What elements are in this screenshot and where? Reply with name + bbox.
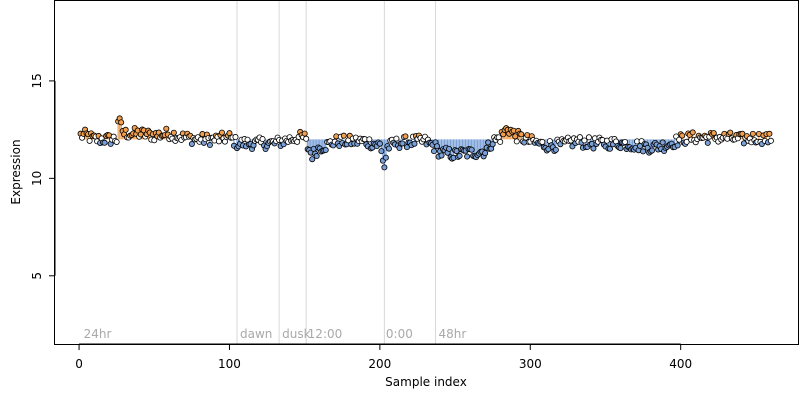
data-point [366, 136, 373, 143]
data-point [340, 132, 347, 139]
data-point [301, 130, 308, 137]
data-point [232, 134, 239, 141]
data-point [590, 145, 597, 152]
data-point [740, 140, 747, 147]
data-point [727, 129, 734, 136]
data-point [704, 139, 711, 146]
y-axis: 5 10 15 [30, 73, 56, 280]
data-point [513, 138, 520, 145]
data-point [581, 137, 588, 144]
region-label: 48hr [439, 327, 467, 341]
data-point [606, 145, 613, 152]
data-point [215, 138, 222, 145]
data-point [552, 146, 559, 153]
data-point [411, 140, 418, 147]
region-lines [236, 1, 437, 344]
data-point [313, 153, 320, 160]
data-point [163, 125, 170, 132]
data-point [294, 138, 301, 145]
data-point [434, 143, 441, 150]
y-axis-title: Expression [9, 139, 23, 204]
data-point [649, 147, 656, 154]
data-point [659, 139, 666, 146]
y-tick-label: 10 [30, 171, 44, 186]
region-label: dusk [282, 327, 310, 341]
x-axis: 0 100 200 300 400 [75, 343, 692, 371]
data-point [539, 138, 546, 145]
data-point [674, 142, 681, 149]
data-point [446, 145, 453, 152]
data-point [438, 152, 445, 159]
data-point [218, 129, 225, 136]
data-point [617, 145, 624, 152]
points-layer [77, 115, 774, 171]
data-point [113, 138, 120, 145]
data-point [710, 130, 717, 137]
data-point [640, 148, 647, 155]
data-point [689, 129, 696, 136]
region-label: dawn [240, 327, 272, 341]
data-point [393, 135, 400, 142]
data-point [385, 145, 392, 152]
data-point [86, 137, 93, 144]
data-point [151, 137, 158, 144]
region-label: 0:00 [386, 327, 413, 341]
data-point [259, 136, 266, 143]
data-point [188, 140, 195, 147]
data-point [381, 164, 388, 171]
x-tick-label: 100 [218, 357, 241, 371]
region-label: 24hr [84, 327, 112, 341]
data-point [382, 154, 389, 161]
data-point [585, 134, 592, 141]
data-point [766, 130, 773, 137]
data-point [101, 139, 108, 146]
data-point [489, 141, 496, 148]
x-tick-label: 0 [75, 357, 83, 371]
data-point [170, 129, 177, 136]
data-point [749, 130, 756, 137]
data-point [464, 153, 471, 160]
data-point [322, 147, 329, 154]
data-point [576, 134, 583, 141]
data-point [456, 152, 463, 159]
x-axis-title: Sample index [385, 375, 467, 389]
data-point [622, 138, 629, 145]
x-tick-label: 200 [368, 357, 391, 371]
data-point [378, 148, 385, 155]
data-point [468, 146, 475, 153]
y-tick-label: 15 [30, 73, 44, 88]
x-tick-label: 400 [669, 357, 692, 371]
data-point [118, 119, 125, 126]
data-point [676, 136, 683, 143]
data-point [376, 140, 383, 147]
data-point [431, 148, 438, 155]
data-point [303, 135, 310, 142]
data-point [206, 142, 213, 149]
data-point [767, 137, 774, 144]
data-point [739, 130, 746, 137]
data-point [497, 138, 504, 145]
data-point [482, 150, 489, 157]
data-point [679, 132, 686, 139]
data-point [122, 126, 129, 133]
data-point [399, 140, 406, 147]
region-label: 12:00 [308, 327, 343, 341]
x-tick-label: 300 [519, 357, 542, 371]
data-point [402, 133, 409, 140]
data-point [309, 156, 316, 163]
data-point [518, 131, 525, 138]
y-tick-label: 5 [30, 272, 44, 280]
